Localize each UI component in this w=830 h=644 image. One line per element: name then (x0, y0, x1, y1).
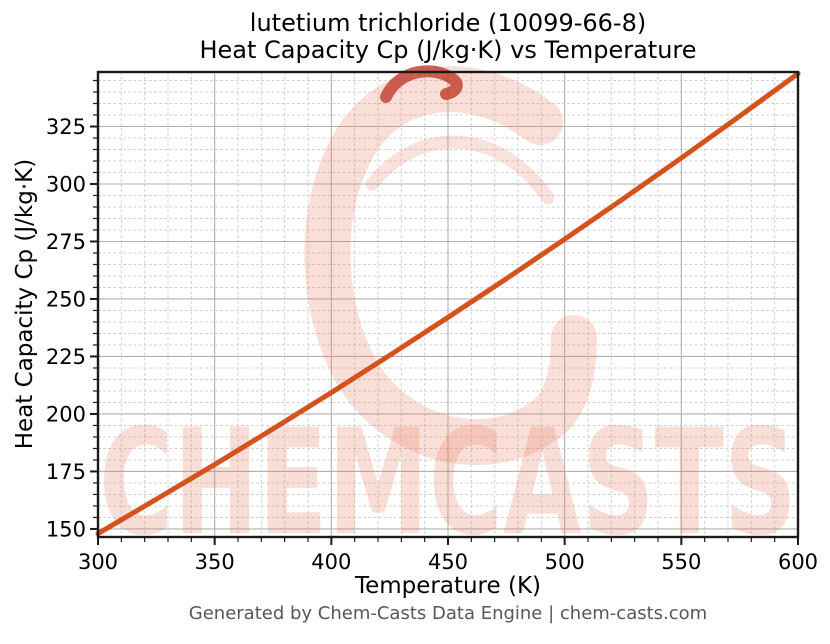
y-tick-label: 150 (46, 517, 86, 541)
y-tick-label: 200 (46, 402, 86, 426)
chemcasts-logo-red-accent-icon (380, 65, 463, 103)
y-tick-label: 250 (46, 287, 86, 311)
chemcasts-logo-c-swirl-icon (304, 66, 597, 466)
chart-title: lutetium trichloride (10099-66-8) Heat C… (98, 10, 798, 64)
data-series (95, 71, 801, 537)
y-tick-labels: 150 175 200 225 250 275 300 325 (46, 115, 86, 541)
axis-ticks (90, 79, 799, 545)
major-gridlines (97, 72, 799, 537)
chemcasts-logo-inner-arc-icon (365, 135, 555, 205)
y-axis-label: Heat Capacity Cp (J/kg·K) (12, 158, 38, 450)
y-tick-label: 275 (46, 230, 86, 254)
y-tick-label: 325 (46, 115, 86, 139)
axes-spines (96, 70, 800, 539)
y-tick-label: 175 (46, 460, 86, 484)
plot-canvas: CHEMCASTS 300 350 400 450 500 550 600150175200… (46, 65, 818, 574)
x-tick-label: 550 (661, 550, 701, 574)
y-tick-label: 300 (46, 172, 86, 196)
footer-credit: Generated by Chem-Casts Data Engine | ch… (188, 603, 708, 624)
y-tick-label: 225 (46, 345, 86, 369)
chart-title-line1: lutetium trichloride (10099-66-8) (249, 9, 647, 37)
chart-title-line2: Heat Capacity Cp (J/kg·K) vs Temperature (199, 36, 697, 64)
x-tick-label: 450 (428, 550, 468, 574)
heat-capacity-curve (95, 71, 801, 537)
x-tick-label: 600 (778, 550, 818, 574)
x-tick-labels: 300 350 400 450 500 550 600 (78, 550, 818, 574)
x-axis-label: Temperature (K) (354, 573, 542, 599)
x-tick-label: 300 (78, 550, 118, 574)
x-tick-label: 500 (545, 550, 585, 574)
x-tick-label: 400 (311, 550, 351, 574)
x-tick-label: 350 (195, 550, 235, 574)
